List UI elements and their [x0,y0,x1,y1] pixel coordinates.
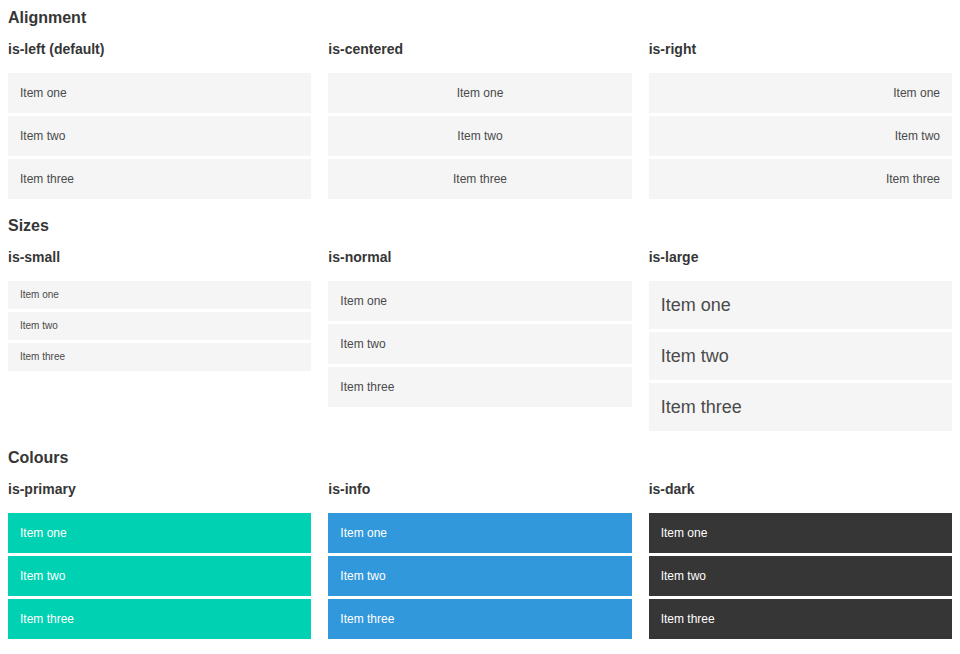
list: Item one Item two Item three [328,73,631,199]
list-item[interactable]: Item two [8,556,311,596]
list-item[interactable]: Item three [649,383,952,431]
column-is-primary: is-primary Item one Item two Item three [8,481,311,642]
list-item[interactable]: Item one [649,513,952,553]
sizes-columns: is-small Item one Item two Item three is… [8,249,952,434]
column-title: is-dark [649,481,952,498]
column-is-right: is-right Item one Item two Item three [649,41,952,202]
column-is-dark: is-dark Item one Item two Item three [649,481,952,642]
column-is-large: is-large Item one Item two Item three [649,249,952,434]
column-is-left: is-left (default) Item one Item two Item… [8,41,311,202]
list-item[interactable]: Item two [8,312,311,340]
list: Item one Item two Item three [649,73,952,199]
list-item[interactable]: Item one [328,281,631,321]
list-item[interactable]: Item two [328,556,631,596]
column-title: is-info [328,481,631,498]
list-item[interactable]: Item three [8,159,311,199]
list-item[interactable]: Item three [8,343,311,371]
list-item[interactable]: Item two [649,116,952,156]
section-colours: Colours is-primary Item one Item two Ite… [8,448,952,642]
list-item[interactable]: Item one [8,281,311,309]
section-alignment: Alignment is-left (default) Item one Ite… [8,8,952,202]
section-sizes: Sizes is-small Item one Item two Item th… [8,216,952,434]
list: Item one Item two Item three [649,513,952,639]
list: Item one Item two Item three [8,281,311,371]
column-title: is-large [649,249,952,266]
list-item[interactable]: Item one [328,73,631,113]
list-item[interactable]: Item three [8,599,311,639]
list-item[interactable]: Item one [328,513,631,553]
list-item[interactable]: Item one [649,73,952,113]
colours-columns: is-primary Item one Item two Item three … [8,481,952,642]
list-item[interactable]: Item one [649,281,952,329]
alignment-columns: is-left (default) Item one Item two Item… [8,41,952,202]
list-item[interactable]: Item one [8,73,311,113]
list-item[interactable]: Item two [328,116,631,156]
list-item[interactable]: Item one [8,513,311,553]
list-item[interactable]: Item two [649,556,952,596]
column-title: is-right [649,41,952,58]
list-item[interactable]: Item three [649,599,952,639]
column-title: is-normal [328,249,631,266]
list-item[interactable]: Item three [649,159,952,199]
column-title: is-primary [8,481,311,498]
section-title: Colours [8,448,952,467]
list: Item one Item two Item three [8,513,311,639]
column-is-info: is-info Item one Item two Item three [328,481,631,642]
list: Item one Item two Item three [649,281,952,431]
section-title: Sizes [8,216,952,235]
list-item[interactable]: Item two [328,324,631,364]
column-is-normal: is-normal Item one Item two Item three [328,249,631,434]
list: Item one Item two Item three [328,281,631,407]
column-title: is-centered [328,41,631,58]
list-item[interactable]: Item three [328,599,631,639]
column-is-centered: is-centered Item one Item two Item three [328,41,631,202]
list-item[interactable]: Item three [328,367,631,407]
column-is-small: is-small Item one Item two Item three [8,249,311,434]
list-item[interactable]: Item two [649,332,952,380]
list-item[interactable]: Item three [328,159,631,199]
column-title: is-left (default) [8,41,311,58]
list: Item one Item two Item three [328,513,631,639]
section-title: Alignment [8,8,952,27]
list: Item one Item two Item three [8,73,311,199]
column-title: is-small [8,249,311,266]
list-item[interactable]: Item two [8,116,311,156]
